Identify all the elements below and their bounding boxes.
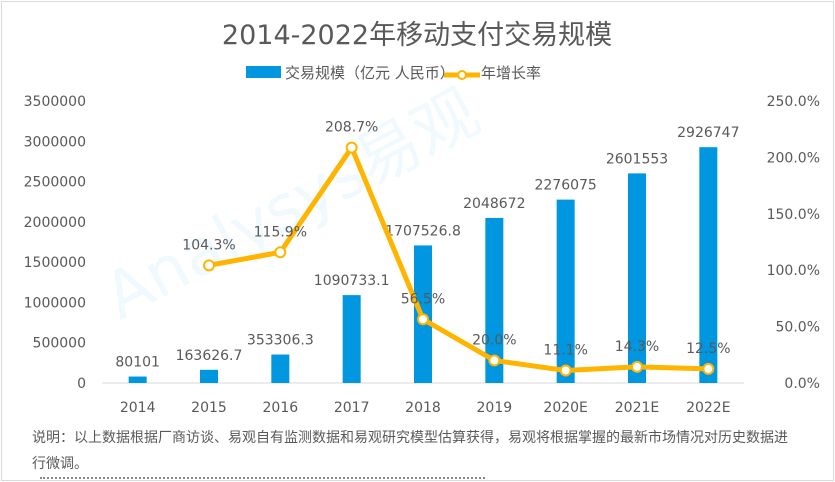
right-axis-tick-label: 50.0% [776, 320, 820, 336]
growth-point [274, 246, 287, 259]
growth-point [559, 364, 572, 377]
legend-bar-label: 交易规模（亿元 人民币） [285, 64, 455, 82]
bar-data-label: 1090733.1 [314, 273, 390, 289]
growth-data-label: 20.0% [472, 332, 516, 348]
right-axis-tick-label: 250.0% [767, 94, 820, 110]
bar [485, 217, 504, 383]
bar-data-label: 1707526.8 [385, 223, 461, 239]
growth-line [208, 145, 709, 373]
bar-data-label: 2601553 [606, 151, 668, 167]
footnote: 说明：以上数据根据厂商访谈、易观自有监测数据和易观研究模型估算获得，易观将根据掌… [32, 430, 788, 472]
growth-data-label: 208.7% [325, 120, 378, 136]
left-axis-tick-label: 500000 [33, 336, 86, 352]
legend: 交易规模（亿元 人民币） 年增长率 [246, 64, 541, 82]
right-axis-tick-label: 150.0% [767, 207, 820, 223]
x-axis-tick-label: 2016 [263, 400, 299, 416]
growth-data-label: 104.3% [182, 237, 235, 253]
bar-data-label: 2048672 [463, 196, 525, 212]
bar-data-label: 353306.3 [247, 333, 314, 349]
right-axis-tick-label: 100.0% [767, 263, 820, 279]
x-axis-tick-label: 2019 [477, 400, 513, 416]
bar [200, 369, 218, 383]
growth-data-label: 12.5% [686, 341, 730, 357]
growth-data-label: 14.3% [615, 339, 659, 355]
left-axis-tick-label: 1000000 [24, 295, 86, 311]
bar [556, 199, 575, 383]
growth-point [631, 360, 643, 373]
growth-point [203, 259, 215, 272]
right-axis-tick-label: 0.0% [784, 376, 820, 392]
x-axis-tick-label: 2017 [334, 400, 370, 416]
growth-data-label: 11.1% [543, 342, 587, 358]
growth-point [488, 354, 501, 367]
left-axis-tick-label: 0 [77, 376, 86, 392]
growth-point [345, 141, 358, 154]
growth-point [417, 313, 429, 326]
legend-line-label: 年增长率 [481, 64, 541, 82]
x-axis-tick-label: 2021E [615, 400, 659, 416]
left-axis-tick-label: 1500000 [24, 255, 86, 271]
x-axis-tick-label: 2020E [543, 400, 587, 416]
growth-data-label: 115.9% [254, 224, 307, 240]
x-axis-tick-label: 2015 [191, 400, 227, 416]
chart-title: 2014-2022年移动支付交易规模 [222, 20, 612, 51]
bar-data-label: 2276075 [534, 178, 596, 194]
left-axis-tick-label: 3500000 [24, 94, 86, 110]
x-axis-tick-label: 2018 [405, 400, 441, 416]
left-axis-tick-label: 2500000 [24, 175, 86, 191]
bar-data-label: 2926747 [677, 125, 739, 141]
bar [128, 376, 147, 383]
bar [699, 147, 718, 383]
bar [342, 295, 361, 383]
legend-bar-swatch [246, 66, 281, 78]
left-axis-tick-label: 2000000 [24, 215, 86, 231]
growth-data-label: 56.5% [401, 291, 445, 307]
growth-point [702, 362, 715, 375]
x-axis-tick-label: 2022E [686, 400, 730, 416]
bar [271, 354, 290, 383]
bar-data-label: 80101 [115, 355, 160, 371]
right-axis-tick-label: 200.0% [767, 150, 820, 166]
left-axis-tick-label: 3000000 [24, 134, 86, 150]
x-axis-tick-label: 2014 [120, 400, 156, 416]
legend-line-marker [457, 70, 467, 80]
dotted-divider [40, 477, 485, 479]
bar [628, 173, 646, 383]
bar-data-label: 163626.7 [176, 348, 243, 364]
